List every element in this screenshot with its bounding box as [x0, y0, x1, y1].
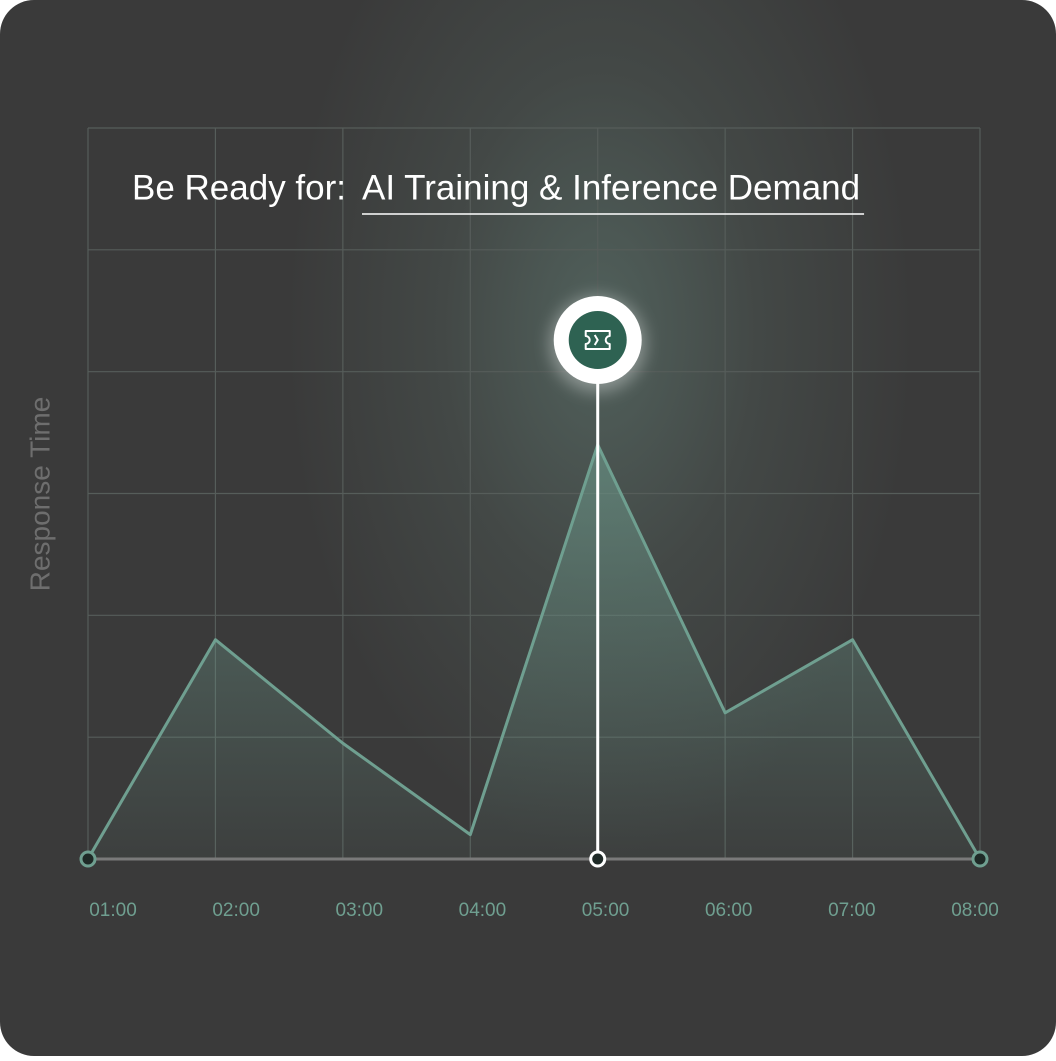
x-tick-label: 08:00: [951, 900, 999, 921]
x-tick-label: 07:00: [828, 900, 876, 921]
title-prefix: Be Ready for:: [132, 168, 346, 207]
line: [86, 443, 982, 860]
end-dot: [79, 850, 97, 868]
y-axis-label: Response Time: [24, 397, 55, 592]
chart-title: AI Training & Inference Demand: [362, 168, 860, 207]
area-fill: [88, 444, 980, 859]
plot: [79, 296, 989, 868]
x-tick-label: 05:00: [582, 900, 630, 921]
x-tick-label: 06:00: [705, 900, 753, 921]
x-tick-label: 04:00: [459, 900, 507, 921]
x-tick-label: 01:00: [89, 900, 137, 921]
x-tick-label: 02:00: [212, 900, 260, 921]
end-dot: [971, 850, 989, 868]
highlight-dot: [589, 850, 607, 868]
marker-icon: [584, 330, 611, 350]
x-tick-label: 03:00: [336, 900, 384, 921]
